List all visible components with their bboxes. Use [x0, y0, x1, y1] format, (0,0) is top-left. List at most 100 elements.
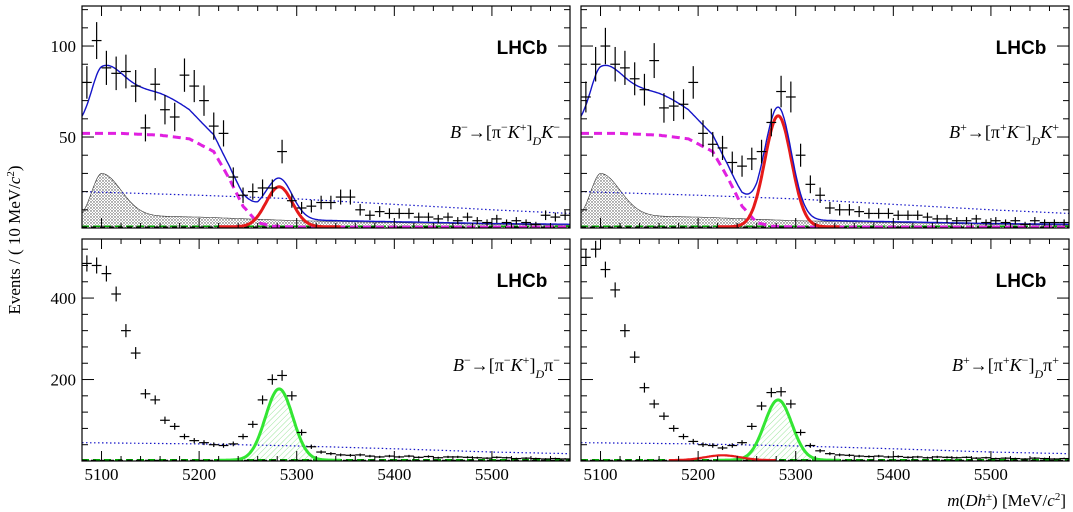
data-point — [912, 210, 923, 221]
data-point — [521, 219, 531, 226]
data-point — [335, 453, 346, 457]
data-point — [296, 201, 307, 215]
data-point — [296, 429, 307, 436]
data-point — [776, 75, 786, 108]
data-point — [199, 440, 209, 446]
data-point — [491, 214, 502, 223]
data-point — [639, 382, 650, 393]
data-point — [462, 456, 473, 459]
data-point — [316, 195, 326, 210]
x-tick-label: 5100 — [85, 465, 119, 484]
data-point — [815, 448, 825, 453]
data-point — [257, 179, 268, 197]
data-point — [951, 456, 962, 459]
data-point — [257, 395, 268, 405]
data-point — [521, 457, 531, 460]
plot-area — [82, 22, 570, 228]
panel-frame — [81, 5, 571, 229]
data-point — [893, 210, 904, 221]
data-point — [951, 217, 962, 225]
data-point — [326, 452, 336, 456]
total-fit-curve — [581, 64, 1069, 225]
data-point — [581, 249, 591, 266]
data-point — [678, 433, 689, 440]
data-point — [932, 214, 943, 223]
data-point — [208, 112, 219, 140]
data-point — [717, 445, 728, 451]
data-point — [121, 324, 131, 338]
data-point — [668, 91, 679, 121]
data-point — [169, 422, 180, 430]
signal-curve — [218, 387, 341, 461]
data-point — [91, 22, 102, 60]
data-point — [932, 455, 943, 459]
data-point — [550, 212, 561, 222]
signal-hatched-area — [228, 389, 336, 461]
combinatorial-dotted-curve — [581, 191, 1069, 214]
data-point — [374, 206, 385, 218]
data-point — [189, 69, 200, 103]
data-point — [698, 442, 708, 448]
data-point — [1059, 219, 1069, 226]
data-point — [130, 347, 141, 360]
data-point — [365, 210, 375, 221]
data-point — [335, 189, 346, 205]
data-point — [345, 189, 356, 205]
data-point — [629, 62, 640, 96]
x-tick-label: 5300 — [280, 465, 314, 484]
data-point — [374, 455, 385, 459]
data-point — [727, 151, 738, 174]
data-point — [707, 443, 718, 448]
data-point — [218, 120, 229, 147]
data-point — [746, 422, 757, 430]
data-point — [121, 54, 131, 89]
x-axis-title: m(Dh±) [MeV/c2] — [947, 491, 1066, 510]
data-point — [540, 458, 551, 460]
data-point — [1029, 457, 1040, 460]
data-point — [893, 455, 904, 458]
data-point — [590, 46, 601, 82]
data-point — [199, 85, 209, 116]
data-point — [1039, 219, 1050, 226]
data-point — [306, 199, 317, 213]
data-point — [228, 441, 239, 447]
data-point — [130, 69, 141, 103]
data-point — [1039, 457, 1050, 460]
data-point — [688, 438, 699, 444]
data-points — [82, 255, 570, 460]
data-point — [384, 208, 395, 219]
data-point — [834, 453, 845, 457]
data-point — [942, 456, 952, 459]
x-tick-label: 5400 — [876, 465, 910, 484]
data-point — [208, 442, 219, 448]
data-point — [883, 455, 894, 459]
data-point — [160, 416, 170, 424]
data-point — [247, 420, 258, 428]
data-point — [971, 457, 982, 460]
x-tick-label: 5400 — [377, 465, 411, 484]
data-point — [247, 183, 258, 200]
data-point — [491, 456, 502, 459]
decay-label: B+→[π+K−]Dπ+ — [952, 353, 1059, 381]
data-point — [1000, 219, 1011, 226]
data-point — [511, 457, 522, 460]
data-point — [581, 81, 591, 113]
data-point — [101, 265, 112, 282]
data-point — [560, 458, 570, 460]
data-point — [540, 210, 551, 221]
y-tick-label: 50 — [59, 128, 76, 147]
data-point — [1010, 217, 1021, 225]
misid-background-area — [581, 173, 1069, 228]
data-point — [452, 455, 463, 459]
data-point — [825, 452, 835, 456]
data-point — [1029, 217, 1040, 225]
data-point — [707, 131, 718, 157]
data-point — [140, 389, 151, 399]
cross-feed-curve — [668, 454, 777, 461]
data-point — [971, 214, 982, 223]
data-point — [169, 102, 180, 132]
data-point — [530, 221, 541, 227]
data-point — [766, 108, 777, 137]
data-point — [267, 374, 278, 385]
